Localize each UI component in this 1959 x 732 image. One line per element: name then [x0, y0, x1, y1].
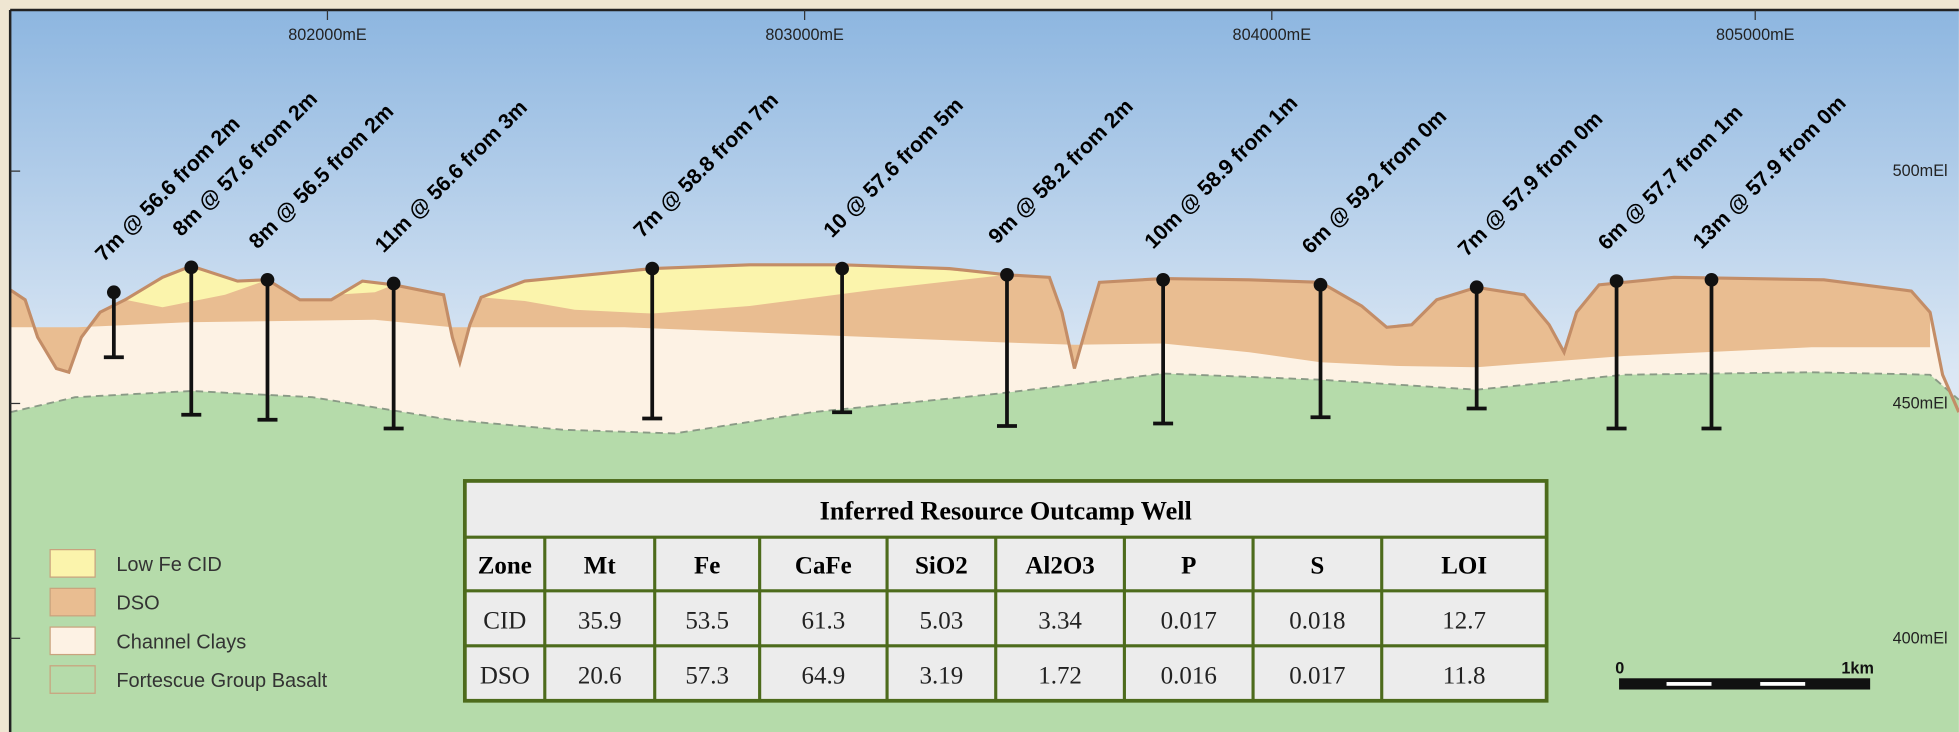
table-cell: 53.5	[685, 607, 729, 634]
easting-label: 805000mE	[1716, 26, 1795, 44]
table-cell: 20.6	[578, 662, 622, 689]
table-cell: 1.72	[1038, 662, 1082, 689]
table-header: SiO2	[915, 552, 968, 579]
table-header: CaFe	[795, 552, 852, 579]
drill-collar	[1156, 273, 1170, 287]
drill-collar	[835, 262, 849, 276]
drill-collar	[1705, 273, 1719, 287]
table-cell: 0.016	[1161, 662, 1217, 689]
table-header: S	[1310, 552, 1324, 579]
cross-section: 802000mE 803000mE 804000mE 805000mE 500mEl 45…	[0, 0, 1959, 732]
legend-swatch	[50, 588, 95, 615]
easting-label: 803000mE	[765, 26, 844, 44]
legend-swatch	[50, 627, 95, 654]
elevation-label: 450mEl	[1893, 394, 1948, 412]
table-cell: CID	[483, 607, 526, 634]
elevation-label: 400mEl	[1893, 629, 1948, 647]
table-cell: 5.03	[920, 607, 964, 634]
table-cell: 35.9	[578, 607, 622, 634]
table-cell: 3.19	[920, 662, 964, 689]
scale-bar	[1619, 678, 1870, 689]
legend-swatch	[50, 666, 95, 693]
legend-label: DSO	[116, 593, 159, 615]
drill-collar	[1000, 268, 1014, 282]
table-header: LOI	[1441, 552, 1487, 579]
drill-collar	[107, 285, 121, 299]
table-header: P	[1181, 552, 1196, 579]
page: {"section": { "eastings": ["802000mE", "…	[0, 0, 1959, 732]
scale-bar-segment	[1760, 682, 1805, 686]
table-cell: 3.34	[1038, 607, 1082, 634]
easting-label: 804000mE	[1233, 26, 1312, 44]
legend-label: Low Fe CID	[116, 554, 221, 576]
easting-label: 802000mE	[288, 26, 367, 44]
drill-collar	[184, 260, 198, 274]
table-header: Mt	[584, 552, 617, 579]
scale-bar-segment	[1667, 682, 1712, 686]
table-header: Fe	[694, 552, 720, 579]
drill-collar	[1314, 278, 1328, 292]
drill-collar	[645, 262, 659, 276]
drill-collar	[1470, 280, 1484, 294]
drill-collar	[261, 273, 275, 287]
table-title: Inferred Resource Outcamp Well	[820, 497, 1192, 526]
table-cell: 11.8	[1443, 662, 1486, 689]
table-cell: 0.018	[1289, 607, 1345, 634]
legend-label: Fortescue Group Basalt	[116, 670, 327, 692]
elevation-label: 500mEl	[1893, 162, 1948, 180]
table-cell: 12.7	[1442, 607, 1486, 634]
table-cell: DSO	[480, 662, 530, 689]
scale-start: 0	[1615, 659, 1624, 677]
table-cell: 0.017	[1161, 607, 1217, 634]
table-cell: 64.9	[802, 662, 846, 689]
table-header: Al2O3	[1025, 552, 1094, 579]
table-cell: 61.3	[802, 607, 846, 634]
drill-collar	[387, 277, 401, 291]
drill-collar	[1610, 274, 1624, 288]
legend-swatch	[50, 550, 95, 577]
table-cell: 57.3	[685, 662, 729, 689]
table-cell: 0.017	[1289, 662, 1345, 689]
scale-end: 1km	[1841, 659, 1873, 677]
table-header: Zone	[478, 552, 532, 579]
legend-label: Channel Clays	[116, 631, 246, 653]
